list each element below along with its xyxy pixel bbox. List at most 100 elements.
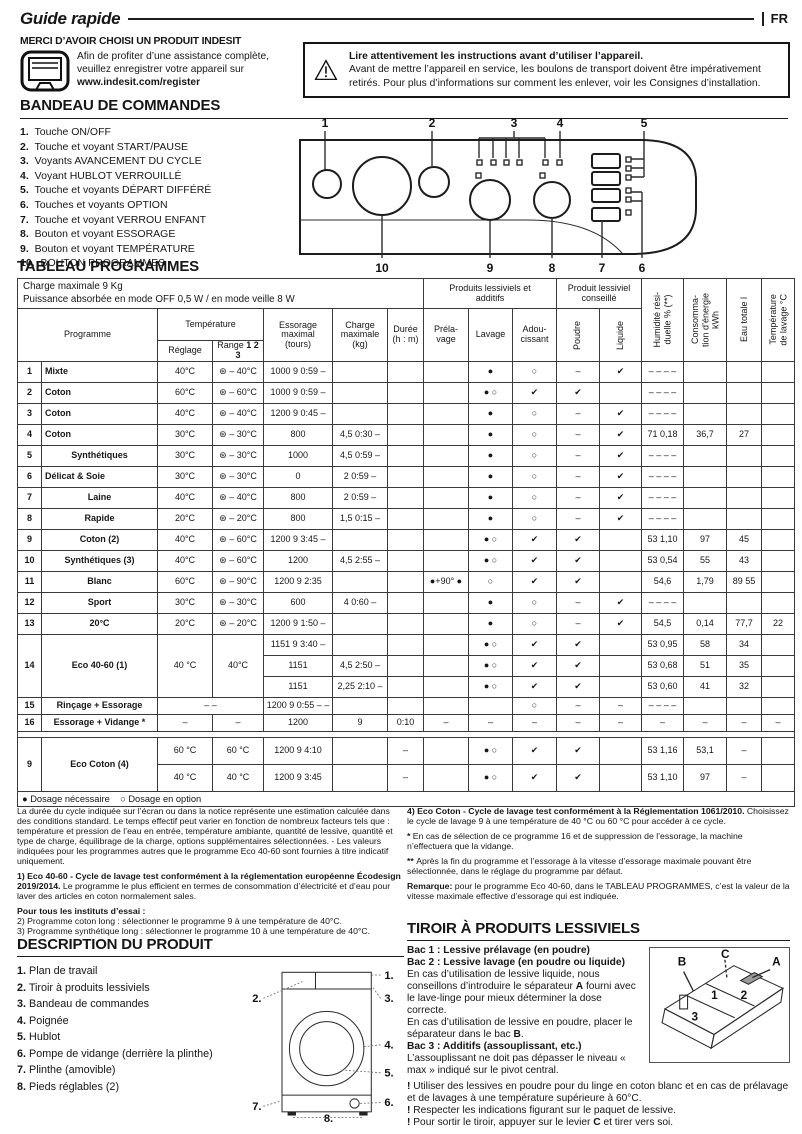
drawer-label-a: A (772, 956, 781, 969)
table-cell: – (761, 713, 796, 732)
table-cell: – (726, 736, 763, 765)
table-cell (599, 633, 643, 656)
table-row: 6 Délicat & Soie 30°C ⊛ – 30°C 0 2 0:59 – ● ○ – ✔… (17, 465, 796, 488)
table-cell: 1000 9 0:59 – (263, 381, 333, 404)
table-cell: ○ (511, 402, 558, 425)
table-cell: 54,6 (641, 570, 685, 593)
table-cell (599, 736, 643, 765)
table-cell (423, 381, 469, 404)
table-cell: ● (468, 444, 513, 467)
tiroir-text: Bac 1 : Lessive prélavage (en poudre) Bac… (407, 945, 643, 1077)
table-cell: 89 55 (726, 570, 763, 593)
table-cell: Coton (2) (41, 528, 158, 551)
table-cell (387, 591, 424, 614)
table-cell: 27 (726, 423, 763, 446)
page-title: Guide rapide (20, 9, 121, 28)
table-cell (332, 528, 388, 551)
table-cell: – (556, 360, 601, 383)
drawer-label-b: B (678, 956, 687, 969)
table-cell: ✔ (511, 736, 558, 765)
table-cell (423, 763, 469, 792)
table-row: 1151 2,25 2:10 – ● ○ ✔ ✔ 53 0,60 41 32 (18, 675, 796, 698)
table-cell: – – – – (641, 591, 685, 614)
table-cell: 1000 9 0:59 – (263, 360, 333, 383)
section-heading-bandeau: BANDEAU DE COMMANDES (20, 97, 788, 119)
table-cell: 20°C (41, 612, 158, 635)
register-url: www.indesit.com/register (77, 77, 201, 88)
table-cell: ⊛ – 20°C (212, 507, 264, 530)
col-duree: Durée (h : m) (387, 308, 424, 362)
table-cell: – (157, 713, 213, 732)
table-cell: – (683, 713, 728, 732)
table-cell (387, 507, 424, 530)
table-cell (683, 591, 728, 614)
table-cell (423, 486, 469, 509)
table-cell: 22 (761, 612, 796, 635)
table-cell: 10 (17, 549, 42, 572)
table-cell: ○ (511, 423, 558, 446)
col-humidite: Humidité rési- duelle % (**) (641, 278, 685, 362)
table-cell: ✔ (599, 507, 643, 530)
table-row: 16 Essorage + Vidange * – –1200 9 0:10– – – – – – –… (17, 713, 796, 732)
table-cell (683, 444, 728, 467)
table-cell (683, 696, 728, 715)
table-cell: – – – – (641, 360, 685, 383)
table-cell: 97 (683, 763, 728, 792)
table-cell: 800 (263, 486, 333, 509)
table-cell (683, 507, 728, 530)
table-cell: ● ○ (468, 675, 513, 698)
table-cell (332, 402, 388, 425)
warning-box: Lire attentivement les instructions avan… (303, 42, 790, 98)
table-cell (423, 736, 469, 765)
table-cell (332, 633, 388, 656)
table-cell: – (556, 402, 601, 425)
table-cell: 800 (263, 423, 333, 446)
table-cell: 1 (17, 360, 42, 383)
table-cell (726, 402, 763, 425)
table-row: 2 Coton 60°C ⊛ – 60°C 1000 9 0:59 – ● ○ ✔ ✔ – – … (17, 381, 796, 404)
table-cell: – (641, 713, 685, 732)
page-header: Guide rapide FR (20, 6, 788, 32)
table-cell: ● ○ (468, 528, 513, 551)
table-cell: 12 (17, 591, 42, 614)
table-row: 11 Blanc 60°C ⊛ – 90°C 1200 9 2:35 ●+90° ● ○ ✔ ✔… (17, 570, 796, 593)
table-cell (761, 528, 796, 551)
table-cell (599, 381, 643, 404)
table-cell (761, 486, 796, 509)
table-cell: – – – – (641, 486, 685, 509)
paragraph: 1) Eco 40-60 - Cycle de lavage test conf… (17, 871, 401, 901)
register-icon (20, 50, 70, 92)
table-cell: 4,5 2:50 – (332, 654, 388, 677)
table-cell: ●+90° ● (423, 570, 469, 593)
table-cell: 35 (726, 654, 763, 677)
drawer-diagram: B C A 1 2 3 (649, 947, 790, 1063)
table-cell (387, 402, 424, 425)
tiroir-section: TIROIR À PRODUITS LESSIVIELS Bac 1 : Les… (407, 920, 790, 1129)
table-cell (423, 528, 469, 551)
table-row: 10 Synthétiques (3) 40°C ⊛ – 60°C 1200 4,5 2:… (17, 549, 796, 572)
table-cell (387, 444, 424, 467)
table-cell: 53 0,54 (641, 549, 685, 572)
table-cell: 51 (683, 654, 728, 677)
table-cell (726, 486, 763, 509)
table-cell: 14 (17, 633, 42, 698)
table-cell (761, 381, 796, 404)
warning-text: Lire attentivement les instructions avan… (349, 50, 779, 90)
col-range: Range 1 2 3 (212, 340, 264, 362)
table-row: 15 Rinçage + Essorage – –1200 9 0:55 – – ○ –… (17, 696, 796, 715)
list-item: 8. Bouton et voyant ESSORAGE (20, 228, 176, 241)
table-row: 3 Coton 40°C ⊛ – 40°C 1200 9 0:45 – ● ○ – ✔ – – –… (17, 402, 796, 425)
washer-callout-6: 6. (384, 1097, 393, 1109)
table-cell: 30°C (157, 465, 213, 488)
list-item: 6. Touches et voyants OPTION (20, 198, 168, 211)
register-block: MERCI D’AVOIR CHOISI UN PRODUIT INDESIT … (20, 36, 300, 96)
list-item: 4. Voyant HUBLOT VERROUILLÉ (20, 169, 182, 182)
table-cell: ● (468, 612, 513, 635)
table-cell: ● (468, 486, 513, 509)
table-cell: ● ○ (468, 763, 513, 792)
table-cell: – (556, 713, 601, 732)
panel-callout-4: 4 (557, 116, 564, 130)
table-cell: 53 1,16 (641, 736, 685, 765)
table-cell (423, 696, 469, 715)
table-cell: ● (468, 423, 513, 446)
